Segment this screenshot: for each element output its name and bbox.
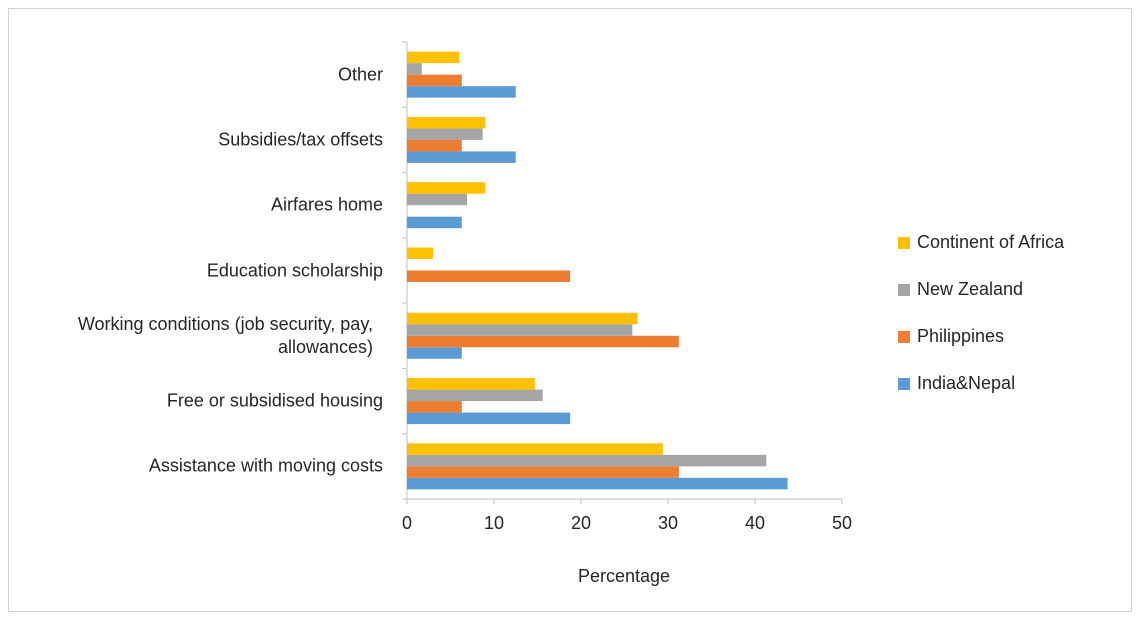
x-tick-label: 0 bbox=[402, 513, 412, 533]
bar bbox=[407, 270, 571, 282]
bar bbox=[407, 74, 462, 87]
bar bbox=[407, 347, 462, 359]
legend-swatch bbox=[898, 284, 910, 296]
x-tick-label: 10 bbox=[484, 513, 504, 533]
bar bbox=[407, 466, 679, 478]
bar bbox=[407, 182, 486, 194]
bar bbox=[407, 247, 434, 259]
bar bbox=[407, 401, 462, 413]
bar bbox=[407, 63, 422, 75]
x-tick-label: 20 bbox=[571, 513, 591, 533]
bar bbox=[407, 193, 468, 206]
legend-swatch bbox=[898, 378, 910, 390]
bar bbox=[407, 378, 535, 390]
legend-label: India&Nepal bbox=[917, 373, 1015, 393]
bar bbox=[407, 389, 543, 402]
legend-label: New Zealand bbox=[917, 279, 1023, 299]
category-label: Working conditions (job security, pay, a… bbox=[77, 313, 373, 357]
category-label: Airfares home bbox=[270, 194, 383, 215]
bar bbox=[407, 443, 663, 455]
x-tick-label: 30 bbox=[658, 513, 678, 533]
bar bbox=[407, 335, 679, 348]
legend-label: Philippines bbox=[917, 326, 1004, 346]
x-axis-title: Percentage bbox=[578, 566, 670, 586]
bar bbox=[407, 51, 460, 64]
legend-swatch bbox=[898, 237, 910, 249]
chart-frame bbox=[8, 8, 1132, 612]
bar bbox=[407, 454, 767, 467]
bar bbox=[407, 139, 462, 152]
x-tick-label: 50 bbox=[832, 513, 852, 533]
legend-label: Continent of Africa bbox=[917, 232, 1065, 252]
x-tick-label: 40 bbox=[745, 513, 765, 533]
bar bbox=[407, 412, 571, 425]
category-label: Other bbox=[337, 64, 383, 85]
bar bbox=[407, 151, 516, 163]
bar bbox=[407, 312, 638, 325]
bar bbox=[407, 324, 633, 336]
category-label: Free or subsidised housing bbox=[166, 390, 383, 411]
bar bbox=[407, 116, 486, 129]
bar bbox=[407, 216, 462, 229]
bar bbox=[407, 128, 483, 140]
legend-swatch bbox=[898, 331, 910, 343]
category-label: Assistance with moving costs bbox=[148, 455, 383, 476]
category-label: Education scholarship bbox=[206, 260, 383, 280]
category-label: Subsidies/tax offsets bbox=[218, 129, 383, 150]
bar bbox=[407, 86, 516, 98]
bar bbox=[407, 477, 788, 490]
